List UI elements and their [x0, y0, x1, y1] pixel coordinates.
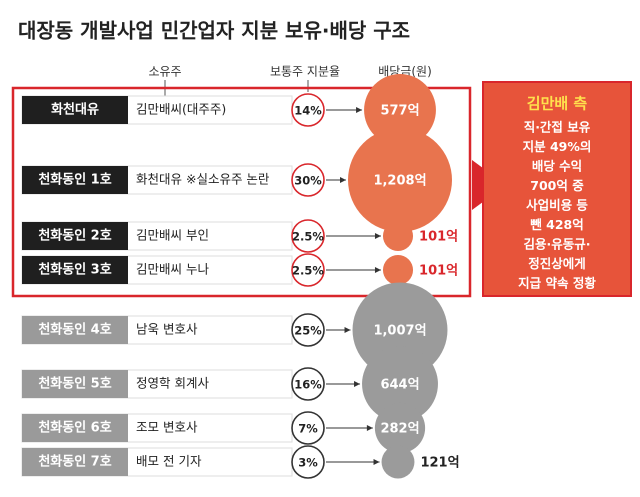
share-circle — [291, 163, 325, 197]
row-owner: 남욱 변호사 — [136, 322, 198, 337]
side-box-line: 사업비용 등 — [526, 198, 588, 213]
connector-head — [366, 425, 373, 431]
dividend-bubble — [382, 220, 414, 252]
side-box-line: 뺀 428억 — [530, 217, 583, 232]
connector-head — [354, 381, 361, 387]
share-label: 14% — [294, 104, 322, 118]
dividend-bubble — [374, 402, 426, 454]
connector-head — [374, 233, 381, 239]
row-owner: 화천대유 ※실소유주 논란 — [136, 172, 270, 187]
row-owner: 김만배씨 부인 — [136, 228, 209, 243]
dividend-label: 101억 — [419, 264, 458, 279]
dividend-label: 101억 — [419, 230, 458, 245]
header-share: 보통주 지분율 — [270, 65, 340, 79]
dividend-bubble — [381, 445, 415, 479]
side-box-line: 지급 약속 정황 — [518, 276, 596, 291]
header-owner: 소유주 — [148, 65, 181, 79]
row-name: 천화동인 2호 — [38, 228, 111, 244]
side-box-line: 배당 수익 — [532, 159, 582, 174]
row-name: 천화동인 1호 — [38, 172, 111, 188]
dividend-label: 1,007억 — [373, 324, 426, 339]
dividend-label: 644억 — [380, 378, 419, 393]
share-label: 2.5% — [292, 230, 324, 244]
connector-head — [373, 459, 380, 465]
row-name: 천화동인 5호 — [38, 376, 111, 392]
name-box — [22, 414, 128, 442]
name-box — [22, 96, 128, 124]
share-circle — [291, 253, 325, 287]
name-box — [22, 316, 128, 344]
name-box — [22, 166, 128, 194]
row-owner: 김만배씨(대주주) — [136, 102, 226, 117]
row-owner: 김만배씨 누나 — [136, 262, 209, 277]
dividend-bubble — [362, 346, 438, 422]
name-box — [22, 448, 128, 476]
dividend-label: 121억 — [420, 456, 459, 471]
connector-head — [344, 327, 351, 333]
dividend-bubble — [348, 128, 452, 232]
share-label: 25% — [294, 324, 322, 338]
share-circle — [291, 445, 325, 479]
connector-head — [356, 107, 363, 113]
dividend-bubble — [364, 74, 436, 146]
share-circle — [291, 93, 325, 127]
side-box-line: 700억 중 — [530, 178, 584, 193]
side-box-line: 지분 49%의 — [523, 139, 592, 154]
share-label: 16% — [294, 378, 322, 392]
side-box-line: 정진상에게 — [528, 256, 586, 271]
share-circle — [291, 313, 325, 347]
row-owner: 조모 변호사 — [136, 420, 198, 435]
name-box — [22, 370, 128, 398]
share-label: 30% — [294, 174, 322, 188]
share-label: 3% — [298, 456, 318, 470]
row-owner: 배모 전 기자 — [136, 454, 202, 469]
row-name: 천화동인 3호 — [38, 262, 111, 278]
dividend-label: 282억 — [380, 422, 419, 437]
side-box — [482, 81, 632, 297]
connector-head — [340, 177, 346, 183]
dividend-bubble — [382, 254, 414, 286]
row-name: 천화동인 7호 — [38, 454, 111, 470]
share-circle — [291, 219, 325, 253]
share-circle — [291, 411, 325, 445]
dividend-label: 577억 — [380, 104, 419, 119]
connector-head — [374, 267, 381, 273]
dividend-bubble — [352, 282, 448, 378]
name-box — [22, 256, 128, 284]
side-box-title: 김만배 측 — [527, 95, 588, 113]
header-dividend: 배당금(원) — [378, 65, 432, 79]
share-circle — [291, 367, 325, 401]
share-label: 2.5% — [292, 264, 324, 278]
group-frame — [11, 86, 472, 298]
row-name: 천화동인 4호 — [38, 322, 111, 338]
title: 대장동 개발사업 민간업자 지분 보유·배당 구조 — [18, 19, 410, 43]
share-label: 7% — [298, 422, 318, 436]
dividend-label: 1,208억 — [373, 174, 426, 189]
row-name: 천화동인 6호 — [38, 420, 111, 436]
side-box-line: 김용·유동규· — [524, 237, 591, 252]
row-name: 화천대유 — [51, 102, 99, 118]
side-box-line: 직·간접 보유 — [524, 120, 591, 135]
name-box — [22, 222, 128, 250]
row-owner: 정영학 회계사 — [136, 376, 209, 391]
